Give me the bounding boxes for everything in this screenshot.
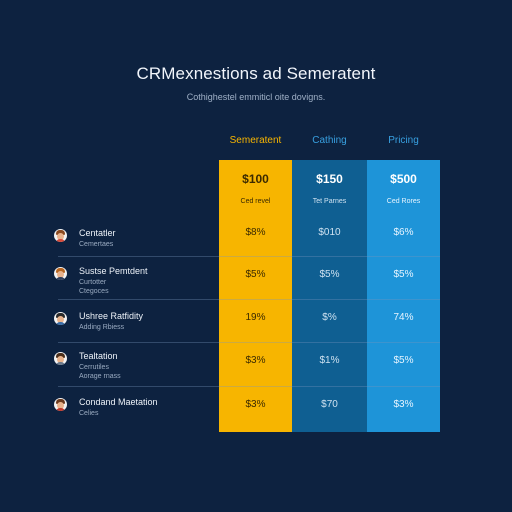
row-name: Condand Maetation	[79, 397, 158, 407]
row-name: Centatler	[79, 228, 116, 238]
avatar-hair	[56, 313, 65, 318]
avatar-hair	[56, 399, 65, 404]
avatar-shirt	[56, 239, 65, 242]
avatar-shirt	[56, 322, 65, 325]
plan-price-note: Ced Rores	[386, 198, 421, 205]
avatar-hair	[56, 230, 65, 235]
row-description-line: Aorage rnass	[79, 373, 121, 380]
row-description-line: Curtotter	[79, 279, 107, 286]
avatar	[54, 352, 67, 365]
avatar	[54, 398, 67, 411]
row-description-line: Cerrutiles	[79, 364, 109, 371]
table-cell: 74%	[393, 312, 414, 323]
avatar-shirt	[56, 277, 65, 280]
table-cell: $5%	[319, 269, 340, 280]
avatar-shirt	[56, 362, 65, 365]
avatar-face	[57, 356, 64, 363]
row-divider	[58, 256, 440, 257]
row-description-line: Cemertaes	[79, 241, 114, 248]
table-cell: $5%	[245, 269, 266, 280]
avatar-face	[57, 271, 64, 278]
page-title: CRMexnestions ad Semeratent	[136, 64, 376, 83]
table-cell: $%	[322, 312, 337, 323]
row-name: Ushree Ratfidity	[79, 311, 144, 321]
table-cell: $3%	[245, 355, 266, 366]
plan-column-semeratent[interactable]: $100 Ced revel $8% $5% 19% $3% $3%	[219, 160, 292, 432]
plan-price-note: Ced revel	[240, 198, 271, 205]
row-description-line: Adding Rbiess	[79, 324, 125, 331]
row-divider	[58, 299, 440, 300]
avatar	[54, 267, 67, 280]
table-cell: $010	[318, 227, 341, 238]
table-cell: 19%	[245, 312, 266, 323]
table-cell: $1%	[319, 355, 340, 366]
plan-header-semeratent[interactable]: Semeratent	[229, 135, 282, 146]
table-cell: $70	[321, 399, 338, 410]
table-cell: $5%	[393, 355, 414, 366]
plan-price: $100	[242, 172, 269, 186]
plan-price: $150	[316, 172, 343, 186]
table-cell: $3%	[393, 399, 414, 410]
avatar-face	[57, 316, 64, 323]
plan-column-pricing[interactable]: $500 Ced Rores $6% $5% 74% $5% $3%	[367, 160, 440, 432]
row-divider	[58, 342, 440, 343]
plan-price: $500	[390, 172, 417, 186]
avatar-hair	[56, 353, 65, 358]
table-cell: $6%	[393, 227, 414, 238]
row-name: Tealtation	[79, 351, 118, 361]
row-description-line: Celies	[79, 410, 99, 417]
plan-header-cathing[interactable]: Cathing	[312, 135, 347, 146]
plan-price-note: Tet Parnes	[312, 198, 347, 205]
row-description: Curtotter Ctegoces	[79, 278, 109, 296]
page-subtitle: Cothighestel emmiticl oite dovigns.	[186, 92, 326, 102]
avatar-face	[57, 233, 64, 240]
row-description: Adding Rbiess	[79, 323, 124, 332]
row-name: Sustse Pemtdent	[79, 266, 148, 276]
row-description-line: Ctegoces	[79, 288, 109, 295]
avatar-shirt	[56, 408, 65, 411]
avatar-face	[57, 402, 64, 409]
table-cell: $5%	[393, 269, 414, 280]
avatar	[54, 229, 67, 242]
row-description: Cemertaes	[79, 240, 113, 249]
row-divider	[58, 386, 440, 387]
avatar-hair	[56, 268, 65, 273]
plan-column-cathing[interactable]: $150 Tet Parnes $010 $5% $% $1% $70	[292, 160, 367, 432]
row-description: Cerrutiles Aorage rnass	[79, 363, 121, 381]
table-cell: $3%	[245, 399, 266, 410]
table-cell: $8%	[245, 227, 266, 238]
plan-header-pricing[interactable]: Pricing	[388, 135, 419, 146]
row-description: Celies	[79, 409, 98, 418]
avatar	[54, 312, 67, 325]
